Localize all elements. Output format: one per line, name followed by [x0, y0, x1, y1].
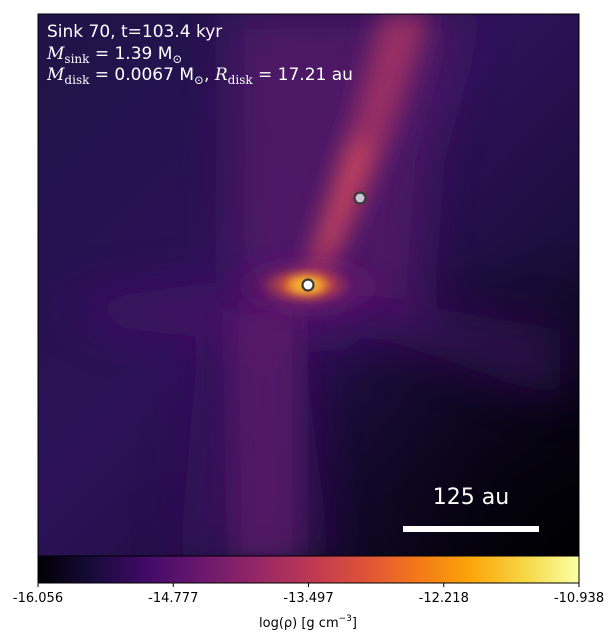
colorbar-tick-label: -16.056 [13, 591, 63, 606]
secondary-sink-marker [353, 191, 367, 205]
sink-time-label: Sink 70, t=103.4 kyr [47, 22, 222, 42]
scale-bar-label: 125 au [433, 485, 509, 510]
colorbar: -16.056 -14.777 -13.497 -12.218 -10.938 log(… [13, 555, 604, 631]
colorbar-tick-label: -12.218 [419, 591, 469, 606]
scale-bar-line [403, 526, 539, 532]
colorbar-tick-label: -13.497 [283, 591, 333, 606]
colorbar-strip [37, 555, 580, 584]
primary-sink-marker [301, 278, 315, 292]
colorbar-ticks: -16.056 -14.777 -13.497 -12.218 -10.938 [13, 583, 604, 606]
sink-mass-label: Msink = 1.39 M⊙ [46, 44, 182, 66]
annotation-block: Sink 70, t=103.4 kyr Msink = 1.39 M⊙ Mdi… [46, 22, 353, 87]
disk-properties-label: Mdisk = 0.0067 M⊙, Rdisk = 17.21 au [46, 65, 353, 87]
colorbar-tick-label: -10.938 [554, 591, 604, 606]
colorbar-tick-label: -14.777 [148, 591, 198, 606]
colorbar-label: log(ρ) [g cm−3] [259, 614, 357, 631]
sink-markers [301, 191, 367, 292]
scale-bar: 125 au [403, 485, 539, 532]
